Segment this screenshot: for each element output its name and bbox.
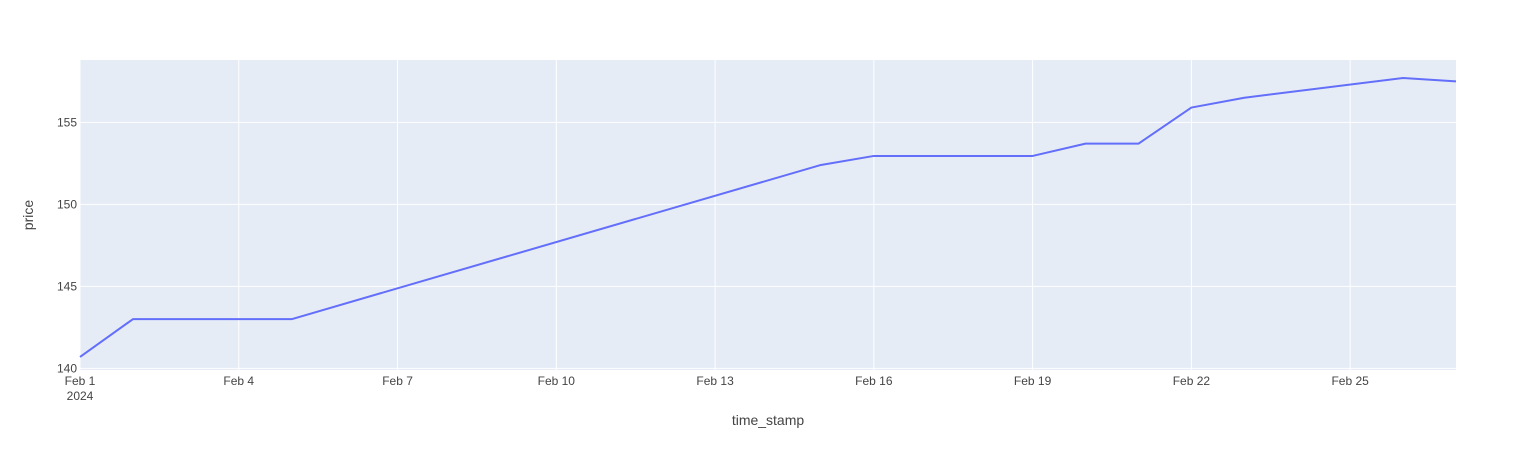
x-tick-label: Feb 22 bbox=[1173, 374, 1211, 388]
x-tick-label: Feb 19 bbox=[1014, 374, 1052, 388]
plot-area bbox=[80, 60, 1456, 370]
y-tick-label: 145 bbox=[57, 279, 77, 293]
y-tick-label: 150 bbox=[57, 197, 77, 211]
series-line-0 bbox=[79, 77, 1457, 358]
x-axis-title: time_stamp bbox=[732, 412, 805, 428]
y-tick-label: 140 bbox=[57, 361, 77, 375]
y-tick-label: 155 bbox=[57, 115, 77, 129]
series-layer bbox=[79, 77, 1457, 358]
y-axis-title: price bbox=[20, 200, 36, 231]
x-tick-label: Feb 10 bbox=[538, 374, 576, 388]
x-tick-label: Feb 4 bbox=[223, 374, 254, 388]
x-tick-sublabel: 2024 bbox=[67, 389, 94, 403]
x-tick-label: Feb 7 bbox=[382, 374, 413, 388]
x-tick-label: Feb 13 bbox=[696, 374, 734, 388]
y-axis-ticks: 140 145 150 155 bbox=[57, 115, 77, 375]
gridlines bbox=[79, 60, 1456, 370]
x-tick-label: Feb 1 bbox=[65, 374, 96, 388]
x-tick-label: Feb 25 bbox=[1331, 374, 1369, 388]
x-tick-label: Feb 16 bbox=[855, 374, 893, 388]
